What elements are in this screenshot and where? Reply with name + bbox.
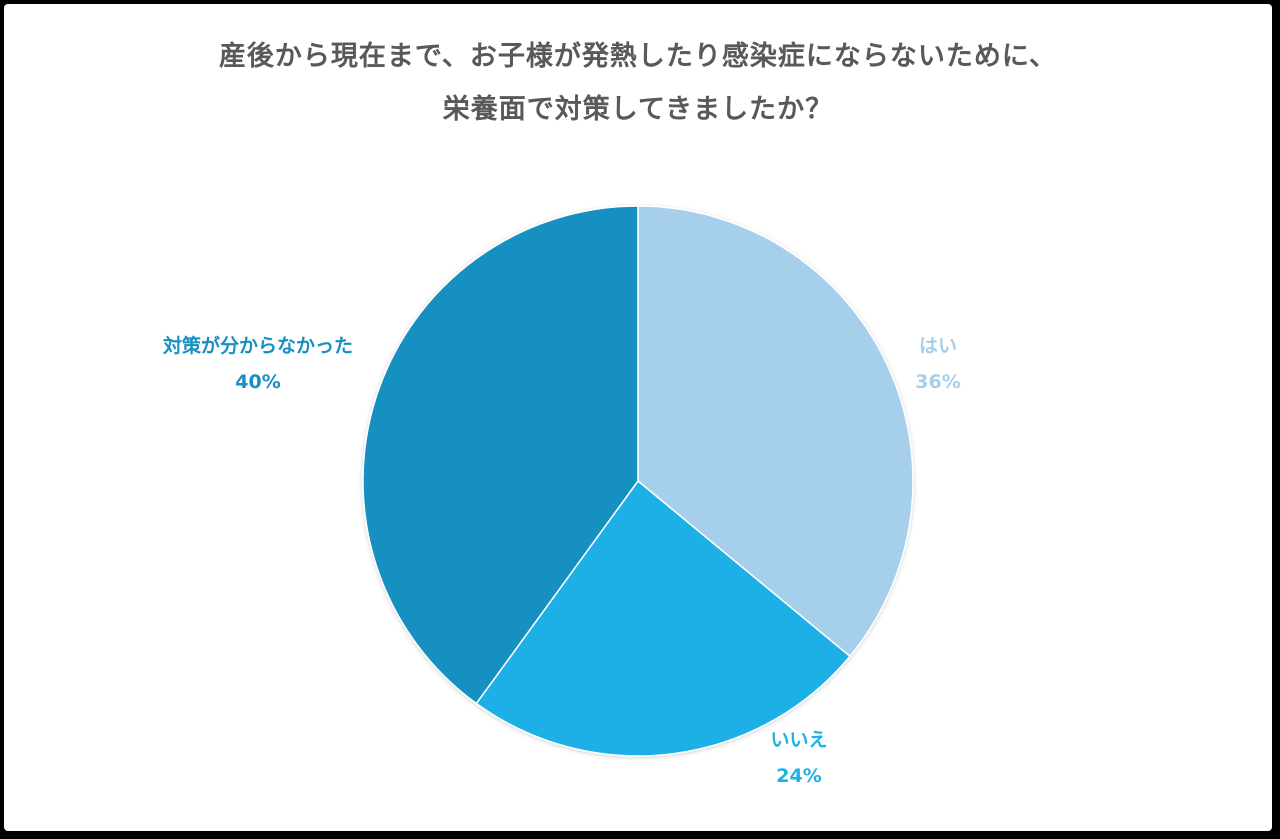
- pie-chart: [362, 205, 914, 757]
- slice-label-no-value: 24%: [776, 765, 822, 787]
- chart-title: 産後から現在まで、お子様が発熱したり感染症にならないために、 栄養面で対策してき…: [4, 30, 1272, 136]
- pie-slice-no: [475, 479, 851, 757]
- chart-title-line-2: 栄養面で対策してきましたか？: [442, 94, 834, 125]
- pie-slice-yes: [637, 205, 914, 658]
- slice-label-unknown-name: 対策が分からなかった: [162, 335, 354, 357]
- chart-card: 産後から現在まで、お子様が発熱したり感染症にならないために、 栄養面で対策してき…: [4, 4, 1272, 831]
- pie-slices: [362, 205, 914, 757]
- pie-slice-unknown: [362, 205, 639, 705]
- slice-label-no: いいえ 24%: [770, 722, 827, 794]
- slice-label-yes-name: はい: [918, 335, 958, 357]
- chart-title-line-1: 産後から現在まで、お子様が発熱したり感染症にならないために、: [218, 41, 1058, 72]
- slice-label-unknown: 対策が分からなかった 40%: [163, 328, 353, 400]
- slice-label-yes-value: 36%: [915, 371, 961, 393]
- slice-label-no-name: いいえ: [770, 729, 828, 751]
- slice-label-unknown-value: 40%: [235, 371, 281, 393]
- slice-label-yes: はい 36%: [915, 328, 960, 400]
